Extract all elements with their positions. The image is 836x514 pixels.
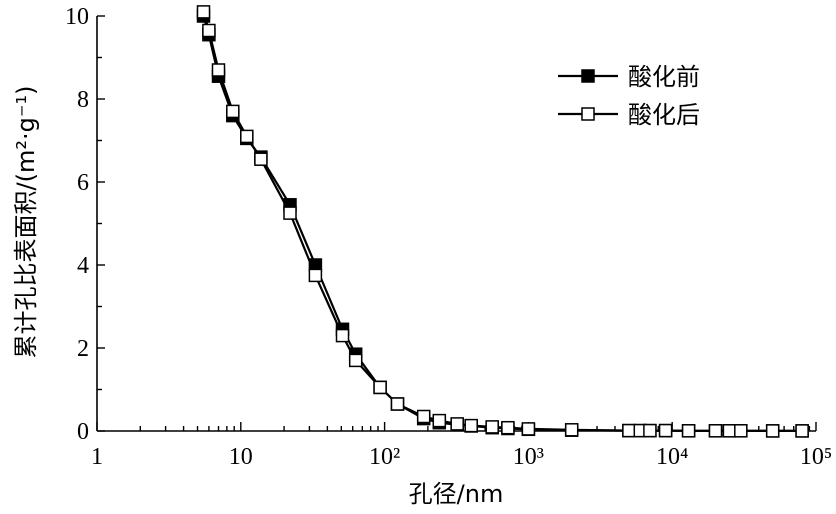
data-point [734, 424, 748, 438]
x-tick-label: 10⁵ [800, 444, 832, 470]
y-tick-label: 10 [65, 4, 89, 30]
series-2 [196, 5, 809, 438]
data-point [348, 353, 363, 368]
legend-label: 酸化前 [628, 63, 700, 91]
y-tick-label: 8 [77, 87, 89, 113]
data-point [373, 380, 387, 395]
data-point [501, 420, 515, 435]
data-point [226, 104, 240, 119]
data-point [564, 423, 579, 437]
legend-marker [581, 69, 595, 83]
axes [96, 16, 816, 432]
series-layer [196, 5, 809, 438]
data-point [765, 424, 780, 438]
data-point [202, 23, 216, 38]
data-point [211, 63, 226, 77]
y-tick-label: 2 [77, 336, 89, 362]
x-axis-label: 孔径/nm [409, 480, 504, 508]
x-tick-label: 10 [229, 444, 253, 470]
data-point [416, 409, 431, 424]
y-ticks: 0 2 4 6 8 10 [65, 4, 105, 445]
data-point [283, 206, 297, 220]
data-point [464, 418, 478, 433]
x-tick-label: 1 [91, 444, 103, 470]
data-point [485, 420, 499, 434]
y-tick-label: 0 [77, 419, 89, 445]
y-tick-label: 6 [77, 170, 89, 196]
series-1 [196, 9, 809, 438]
data-point [308, 268, 323, 283]
data-point [450, 417, 464, 431]
legend-marker [581, 107, 595, 121]
data-point [643, 423, 657, 438]
data-point [658, 423, 673, 438]
data-point [196, 5, 211, 19]
legend-label: 酸化后 [628, 101, 700, 129]
legend-item-2: 酸化后 [558, 101, 700, 129]
series-line [202, 11, 803, 432]
data-point [254, 152, 268, 166]
x-tick-label: 10² [369, 444, 400, 470]
data-point [432, 413, 447, 428]
data-point [708, 424, 723, 438]
x-tick-label: 10³ [513, 444, 544, 470]
data-point [795, 424, 809, 438]
data-point [622, 423, 636, 438]
data-point [521, 422, 536, 436]
data-point [240, 129, 254, 144]
y-axis-label: 累计孔比表面积/(m²·g⁻¹) [12, 86, 40, 359]
data-point [335, 328, 350, 343]
data-point [681, 424, 696, 438]
y-tick-label: 4 [77, 253, 89, 279]
x-ticks: 1 10 10² 10³ 10⁴ 10⁵ [91, 422, 832, 470]
x-tick-label: 10⁴ [656, 444, 688, 470]
data-point [722, 424, 737, 438]
data-point [390, 397, 405, 411]
legend-item-1: 酸化前 [558, 63, 700, 91]
